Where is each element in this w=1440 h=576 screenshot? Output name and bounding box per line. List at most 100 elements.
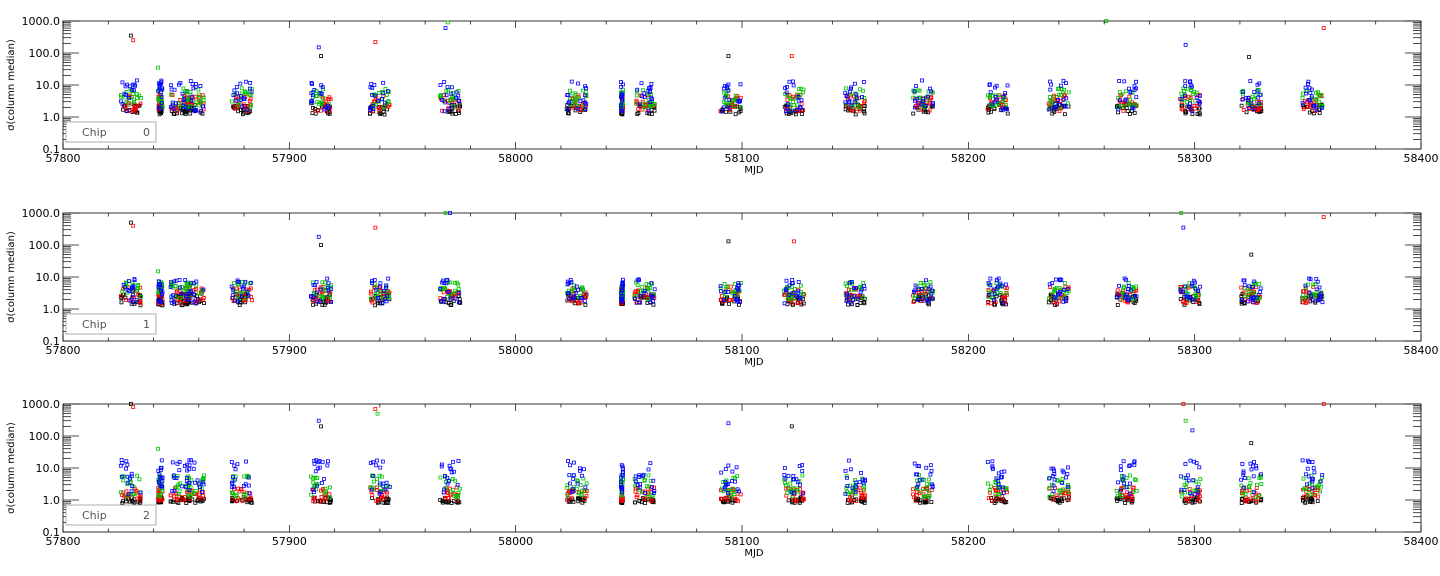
- data-point-green: [241, 492, 246, 496]
- data-point-green: [244, 296, 249, 300]
- data-point-blue: [929, 89, 933, 94]
- data-point-blue: [735, 297, 740, 301]
- data-point-blue: [451, 469, 456, 474]
- data-point-blue: [926, 297, 931, 302]
- data-point-black: [727, 301, 731, 306]
- data-point-blue: [736, 99, 741, 104]
- data-point-blue: [862, 477, 867, 482]
- data-point-red: [583, 290, 588, 295]
- data-point-red: [1184, 496, 1189, 501]
- data-point-blue: [1061, 78, 1066, 83]
- data-point-blue: [189, 458, 193, 463]
- data-point-blue: [124, 459, 129, 464]
- data-point-green: [1004, 486, 1009, 490]
- data-points: [118, 211, 1326, 308]
- data-point-green: [1240, 489, 1245, 494]
- data-point-blue: [129, 471, 134, 476]
- data-point-green: [784, 483, 788, 487]
- data-point-blue: [922, 104, 927, 108]
- data-point-blue: [123, 84, 128, 89]
- data-point-blue: [1312, 470, 1317, 475]
- data-point-blue: [380, 300, 385, 305]
- data-point-green: [1123, 89, 1128, 94]
- data-point-blue: [915, 96, 920, 101]
- data-point-blue: [1259, 472, 1263, 477]
- data-point-green: [372, 479, 376, 484]
- data-point-green: [232, 281, 236, 285]
- data-point-black: [1249, 499, 1253, 504]
- data-point-blue: [325, 276, 330, 281]
- data-point-black: [566, 111, 570, 115]
- data-point-blue: [1190, 109, 1195, 114]
- data-point-blue: [649, 281, 654, 286]
- data-point-blue: [1134, 95, 1139, 100]
- data-point-green: [1198, 477, 1203, 482]
- y-tick-label: 1.0: [43, 303, 61, 316]
- data-point-green: [202, 473, 206, 478]
- data-point-green: [377, 99, 381, 104]
- data-point-blue: [638, 482, 642, 486]
- data-point-black: [1301, 105, 1306, 110]
- data-point-red: [1301, 289, 1306, 294]
- data-point-blue: [1134, 86, 1138, 91]
- data-point-blue: [192, 460, 197, 465]
- data-point-black: [1125, 109, 1130, 114]
- data-point-black: [720, 301, 724, 306]
- data-point-blue: [174, 101, 179, 106]
- data-point-blue: [1310, 486, 1315, 491]
- data-point-red: [729, 298, 734, 303]
- data-point-blue: [156, 479, 161, 484]
- data-point-green: [121, 478, 126, 483]
- data-point-green: [176, 101, 181, 106]
- outlier-point: [373, 407, 378, 411]
- legend-box: [65, 121, 157, 143]
- data-point-blue: [131, 88, 136, 92]
- x-axis-label: MJD: [744, 165, 764, 176]
- data-point-black: [249, 500, 254, 505]
- data-point-blue: [929, 468, 934, 473]
- data-point-green: [132, 97, 136, 102]
- data-point-black: [1184, 110, 1189, 114]
- data-point-red: [440, 108, 445, 113]
- data-point-black: [1239, 501, 1244, 505]
- data-point-green: [581, 288, 585, 292]
- data-point-blue: [1052, 477, 1057, 482]
- outlier-point: [789, 424, 794, 429]
- data-point-blue: [996, 471, 1001, 476]
- data-point-green: [1047, 485, 1052, 490]
- data-point-green: [442, 285, 447, 290]
- data-point-blue: [1303, 85, 1308, 90]
- y-axis-label: σ(column median): [6, 39, 17, 131]
- data-point-blue: [784, 278, 789, 283]
- data-point-red: [133, 105, 137, 110]
- data-point-blue: [1054, 296, 1059, 301]
- data-point-blue: [1250, 285, 1255, 289]
- data-point-red: [138, 101, 143, 106]
- data-point-blue: [249, 89, 254, 94]
- data-point-red: [1195, 93, 1200, 97]
- data-point-black: [193, 500, 198, 505]
- data-point-green: [192, 491, 197, 496]
- data-point-green: [189, 281, 194, 286]
- y-tick-label: 100.0: [29, 47, 61, 60]
- data-point-blue: [1308, 277, 1313, 282]
- data-point-blue: [201, 287, 206, 292]
- data-point-red: [124, 298, 128, 302]
- data-point-red: [1301, 107, 1306, 112]
- outlier-point: [1321, 402, 1326, 406]
- data-point-green: [862, 96, 867, 100]
- data-point-blue: [575, 106, 580, 111]
- data-point-blue: [449, 103, 454, 107]
- data-point-green: [322, 491, 327, 496]
- data-point-blue: [178, 81, 183, 85]
- outlier-point: [375, 411, 380, 416]
- data-point-red: [174, 290, 179, 294]
- outlier-point: [1321, 26, 1326, 30]
- data-point-red: [318, 108, 323, 113]
- data-point-blue: [642, 291, 647, 295]
- data-point-red: [326, 97, 331, 102]
- data-point-green: [373, 291, 378, 296]
- data-point-blue: [235, 462, 240, 467]
- data-point-blue: [245, 289, 250, 294]
- x-tick-label: 58200: [951, 344, 986, 357]
